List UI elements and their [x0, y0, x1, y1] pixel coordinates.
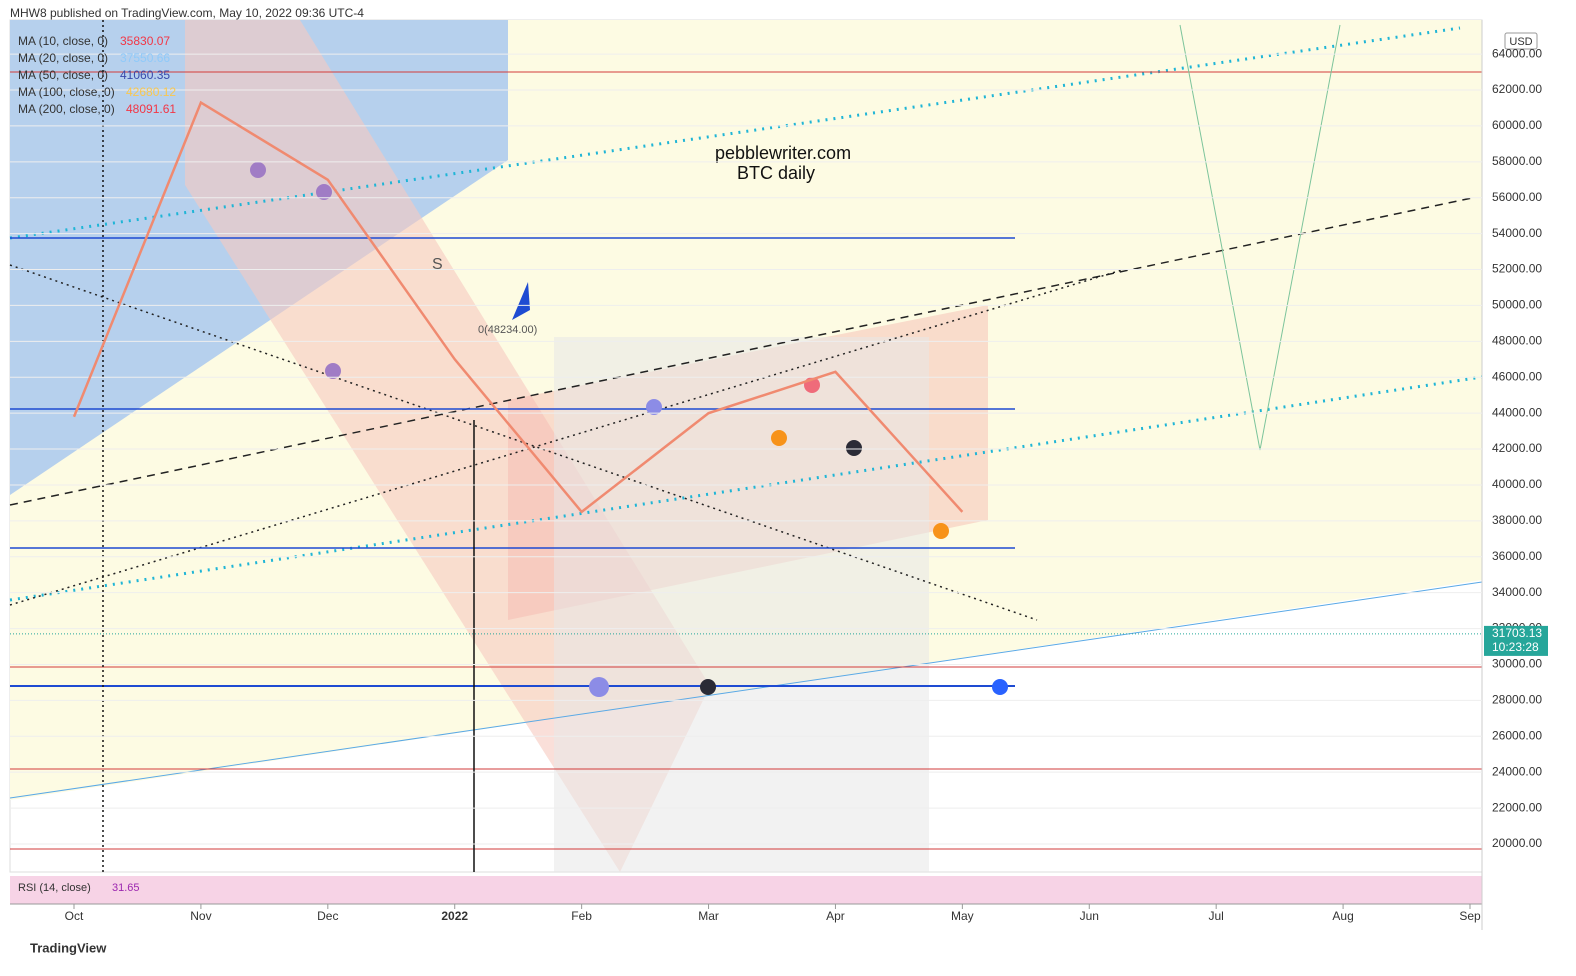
- x-tick-label: Feb: [571, 909, 592, 923]
- footer: TradingView: [30, 940, 107, 955]
- currency: USD: [1509, 36, 1532, 48]
- countdown: 10:23:28: [1492, 640, 1539, 654]
- marker: [589, 677, 609, 697]
- x-tick-label: Apr: [826, 909, 845, 923]
- range-box: [554, 337, 929, 872]
- last-price: 31703.13: [1492, 626, 1542, 640]
- marker: [250, 162, 266, 178]
- trend-line: [9, 581, 1483, 799]
- indicator-value: 37550.66: [120, 51, 170, 65]
- x-tick-label: Dec: [317, 909, 338, 923]
- y-tick-label: 42000.00: [1492, 441, 1542, 455]
- watermark: pebblewriter.com: [715, 143, 851, 163]
- arrow: [512, 282, 530, 320]
- trend-line: [9, 375, 1483, 602]
- y-tick-label: 62000.00: [1492, 82, 1542, 96]
- y-tick-label: 64000.00: [1492, 46, 1542, 60]
- x-tick-label: Jul: [1209, 909, 1224, 923]
- currency-box: [1504, 32, 1538, 50]
- x-tick-label: Sep: [1459, 909, 1481, 923]
- x-tick-label: Aug: [1332, 909, 1353, 923]
- price-line: [72, 100, 964, 514]
- y-tick-label: 50000.00: [1492, 298, 1542, 312]
- indicator-label: MA (100, close, 0): [18, 85, 115, 99]
- y-tick-label: 44000.00: [1492, 405, 1542, 419]
- x-tick-label: Nov: [190, 909, 211, 923]
- y-tick-label: 36000.00: [1492, 549, 1542, 563]
- trend-line: [9, 264, 1038, 621]
- x-tick-label: Mar: [698, 909, 719, 923]
- y-tick-label: 60000.00: [1492, 118, 1542, 132]
- x-tick-label: May: [951, 909, 974, 923]
- y-tick-label: 34000.00: [1492, 585, 1542, 599]
- marker: [646, 399, 662, 415]
- indicator-value: 42680.12: [126, 85, 176, 99]
- indicator-value: 35830.07: [120, 34, 170, 48]
- watermark: BTC daily: [737, 163, 815, 183]
- arc: [1179, 24, 1341, 451]
- marker: [992, 679, 1008, 695]
- y-tick-label: 58000.00: [1492, 154, 1542, 168]
- annotation: S: [432, 256, 443, 273]
- marker: [771, 430, 787, 446]
- y-tick-label: 40000.00: [1492, 477, 1542, 491]
- y-tick-label: 22000.00: [1492, 800, 1542, 814]
- marker: [316, 184, 332, 200]
- y-tick-label: 26000.00: [1492, 728, 1542, 742]
- indicator-value: 48091.61: [126, 102, 176, 116]
- annotation: 0(48234.00): [478, 324, 537, 336]
- rsi-value: 31.65: [112, 882, 140, 894]
- y-tick-label: 54000.00: [1492, 226, 1542, 240]
- x-tick-label: 2022: [441, 909, 468, 923]
- y-tick-label: 56000.00: [1492, 190, 1542, 204]
- indicator-label: MA (10, close, 0): [18, 34, 108, 48]
- header: MHW8 published on TradingView.com, May 1…: [10, 6, 364, 20]
- trend-line: [9, 197, 1473, 506]
- indicator-value: 41060.35: [120, 68, 170, 82]
- y-tick-label: 48000.00: [1492, 334, 1542, 348]
- y-tick-label: 30000.00: [1492, 657, 1542, 671]
- marker: [933, 523, 949, 539]
- y-tick-label: 24000.00: [1492, 764, 1542, 778]
- rsi-label: RSI (14, close): [18, 882, 91, 894]
- y-tick-label: 20000.00: [1492, 836, 1542, 850]
- indicator-label: MA (50, close, 0): [18, 68, 108, 82]
- y-tick-label: 28000.00: [1492, 693, 1542, 707]
- x-tick-label: Jun: [1080, 909, 1099, 923]
- rsi-pane: [10, 876, 1482, 904]
- marker: [846, 440, 862, 456]
- x-tick-label: Oct: [65, 909, 84, 923]
- indicator-label: MA (20, close, 0): [18, 51, 108, 65]
- marker: [325, 363, 341, 379]
- trend-line: [9, 269, 1123, 606]
- marker: [700, 679, 716, 695]
- y-tick-label: 46000.00: [1492, 369, 1542, 383]
- y-tick-label: 52000.00: [1492, 262, 1542, 276]
- indicator-label: MA (200, close, 0): [18, 102, 115, 116]
- price-tag: [1484, 625, 1548, 656]
- y-tick-label: 38000.00: [1492, 513, 1542, 527]
